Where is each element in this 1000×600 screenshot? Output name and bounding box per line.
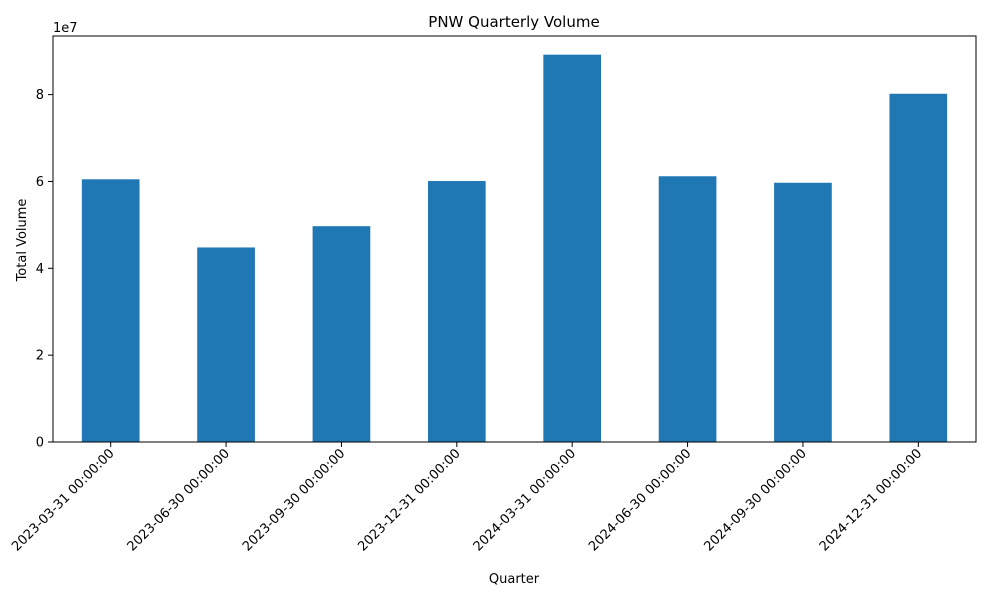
x-tick-label-1: 2023-06-30 00:00:00 (125, 446, 233, 554)
bar-7 (889, 93, 948, 443)
x-axis-label: Quarter (489, 572, 540, 587)
chart-title: PNW Quarterly Volume (428, 13, 599, 31)
x-tick-label-7: 2024-12-31 00:00:00 (817, 446, 925, 554)
x-tick-label-2: 2023-09-30 00:00:00 (240, 446, 348, 554)
y-axis-label: Total Volume (15, 199, 30, 283)
y-axis-ticks: 0 2 4 6 8 (36, 88, 53, 451)
bar-5 (658, 176, 717, 442)
y-tick-label-2: 4 (36, 262, 44, 277)
y-tick-label-0: 0 (36, 436, 44, 451)
y-tick-label-4: 8 (36, 88, 44, 103)
bar-1 (197, 247, 255, 442)
bar-0 (81, 179, 140, 442)
bar-2 (312, 226, 371, 442)
plot-frame (52, 35, 977, 443)
x-axis-ticks: 2023-03-31 00:00:00 2023-06-30 00:00:00 20… (9, 442, 925, 554)
bar-4 (543, 54, 602, 442)
x-tick-label-3: 2023-12-31 00:00:00 (355, 446, 463, 554)
x-tick-label-5: 2024-06-30 00:00:00 (586, 446, 694, 554)
bars-group (81, 54, 948, 443)
bar-6 (774, 182, 832, 442)
x-tick-label-0: 2023-03-31 00:00:00 (9, 446, 117, 554)
x-tick-label-4: 2024-03-31 00:00:00 (471, 446, 579, 554)
bar-3 (427, 181, 486, 443)
x-tick-label-6: 2024-09-30 00:00:00 (702, 446, 810, 554)
y-tick-label-3: 6 (36, 175, 44, 190)
y-axis-multiplier: 1e7 (53, 21, 78, 36)
y-tick-label-1: 2 (36, 349, 44, 364)
